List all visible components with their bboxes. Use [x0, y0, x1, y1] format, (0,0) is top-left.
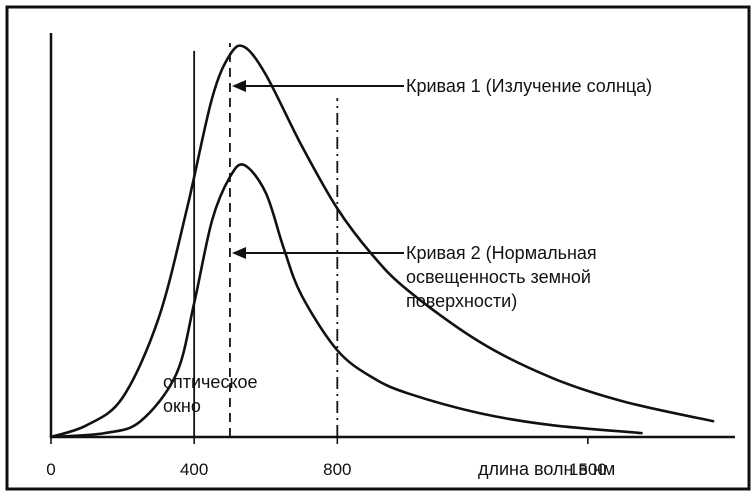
annotation-curve-1-arrowhead: [232, 80, 246, 92]
series-line-1: [49, 44, 715, 439]
x-ticks: 0 400 800 1500: [46, 437, 607, 479]
x-tick-label-800: 800: [323, 460, 351, 479]
annotation-curve-1: Кривая 1 (Излучение солнца): [232, 76, 652, 96]
annotation-curve-1-label: Кривая 1 (Излучение солнца): [406, 76, 652, 96]
figure-border: [5, 5, 751, 491]
x-tick-label-400: 400: [180, 460, 208, 479]
reference-lines: [193, 43, 339, 437]
optical-window-label-line-1: оптическое: [163, 372, 258, 392]
x-tick-label-0: 0: [46, 460, 55, 479]
annotation-curve-2-label-line-3: поверхности): [406, 291, 517, 311]
series-group: [49, 44, 715, 439]
optical-window-label-line-2: окно: [163, 396, 201, 416]
annotation-curve-2-label-line-1: Кривая 2 (Нормальная: [406, 243, 597, 263]
annotation-curve-2-arrowhead: [232, 247, 246, 259]
annotation-curve-2-label-line-2: освещенность земной: [406, 267, 591, 287]
annotation-curve-2: Кривая 2 (Нормальная освещенность земной…: [232, 243, 597, 311]
x-tick-label-1500: 1500: [569, 460, 607, 479]
x-axis-label: длина волн в нм: [478, 459, 615, 479]
series-line-2: [49, 163, 643, 439]
annotation-optical-window: оптическое окно: [163, 372, 258, 416]
